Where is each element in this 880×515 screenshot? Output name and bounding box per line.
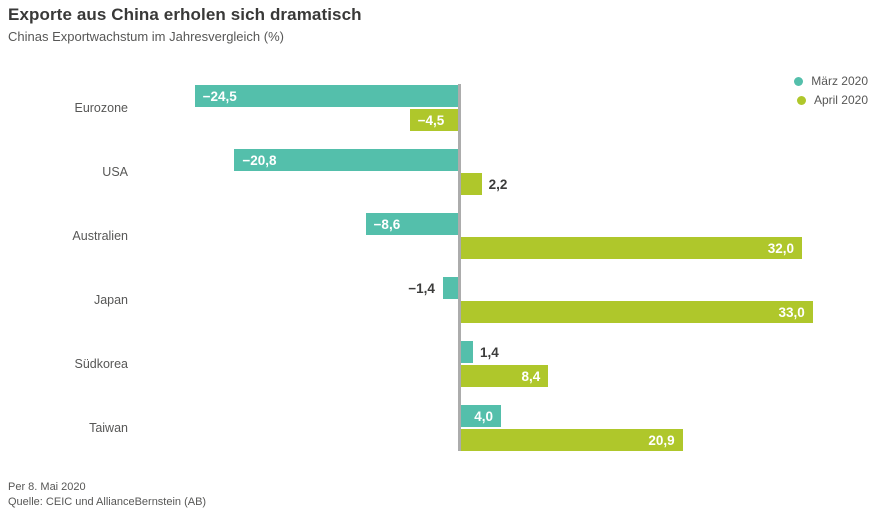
value-label: −1,4: [408, 280, 435, 296]
value-label: 33,0: [778, 304, 805, 320]
value-label: 32,0: [767, 240, 794, 256]
zero-axis-line: [457, 84, 461, 451]
value-label: −20,8: [242, 152, 277, 168]
bar-april-2020-eurozone: −4,5: [409, 109, 458, 131]
page-subtitle: Chinas Exportwachstum im Jahresvergleich…: [8, 29, 284, 44]
bar-april-2020-japan: 33,0: [458, 301, 813, 323]
category-label-eurozone: Eurozone: [74, 101, 128, 115]
category-label-australien: Australien: [72, 229, 128, 243]
legend-dot-icon: [796, 95, 806, 105]
value-label: 2,2: [488, 176, 508, 192]
legend-item-maerz-2020: März 2020: [794, 74, 868, 88]
category-label-südkorea: Südkorea: [74, 357, 128, 371]
legend-label: März 2020: [811, 74, 868, 88]
category-label-taiwan: Taiwan: [89, 421, 128, 435]
value-label: 8,4: [521, 368, 541, 384]
value-label: 4,0: [474, 408, 493, 424]
bar-märz-2020-eurozone: −24,5: [194, 85, 458, 107]
legend-dot-icon: [794, 76, 804, 86]
footer-source: Quelle: CEIC und AllianceBernstein (AB): [8, 496, 207, 508]
legend-label: April 2020: [813, 93, 868, 107]
value-label: 1,4: [480, 344, 499, 360]
bar-märz-2020-japan: [442, 277, 458, 299]
category-label-japan: Japan: [93, 293, 128, 307]
value-label: −8,6: [373, 216, 401, 232]
value-label: −24,5: [202, 88, 237, 104]
footer-date: Per 8. Mai 2020: [8, 481, 86, 493]
category-label-usa: USA: [102, 165, 128, 179]
value-label: 20,9: [648, 432, 675, 448]
bar-april-2020-taiwan: 20,9: [458, 429, 683, 451]
bar-april-2020-usa: [458, 173, 482, 195]
bar-april-2020-südkorea: 8,4: [458, 365, 549, 387]
value-label: −4,5: [417, 112, 445, 128]
legend-item-april-2020: April 2020: [794, 93, 868, 107]
bar-april-2020-australien: 32,0: [458, 237, 802, 259]
bar-märz-2020-australien: −8,6: [365, 213, 458, 235]
legend: März 2020 April 2020: [794, 74, 868, 107]
bar-märz-2020-usa: −20,8: [234, 149, 458, 171]
plot-area: −24,5 −4,5 −20,8 2,2 −8,6 32,0 −1,4 33,0 1,4 8,4 4…: [150, 0, 865, 460]
bar-märz-2020-südkorea: [458, 341, 474, 363]
bar-märz-2020-taiwan: 4,0: [458, 405, 501, 427]
page-title: Exporte aus China erholen sich dramatisc…: [8, 5, 362, 24]
